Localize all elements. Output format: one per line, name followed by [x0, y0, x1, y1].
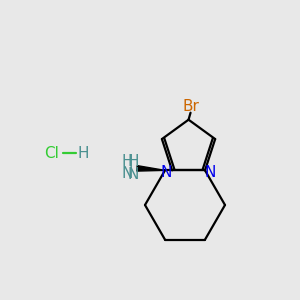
- Text: N: N: [204, 165, 216, 180]
- Text: N: N: [127, 167, 139, 182]
- Text: Br: Br: [182, 99, 199, 114]
- Text: H: H: [121, 154, 133, 169]
- Text: H: H: [127, 154, 139, 169]
- Text: N: N: [121, 166, 133, 181]
- Text: H: H: [77, 146, 89, 160]
- Text: Cl: Cl: [45, 146, 59, 160]
- Text: N: N: [160, 165, 172, 180]
- Polygon shape: [137, 166, 165, 171]
